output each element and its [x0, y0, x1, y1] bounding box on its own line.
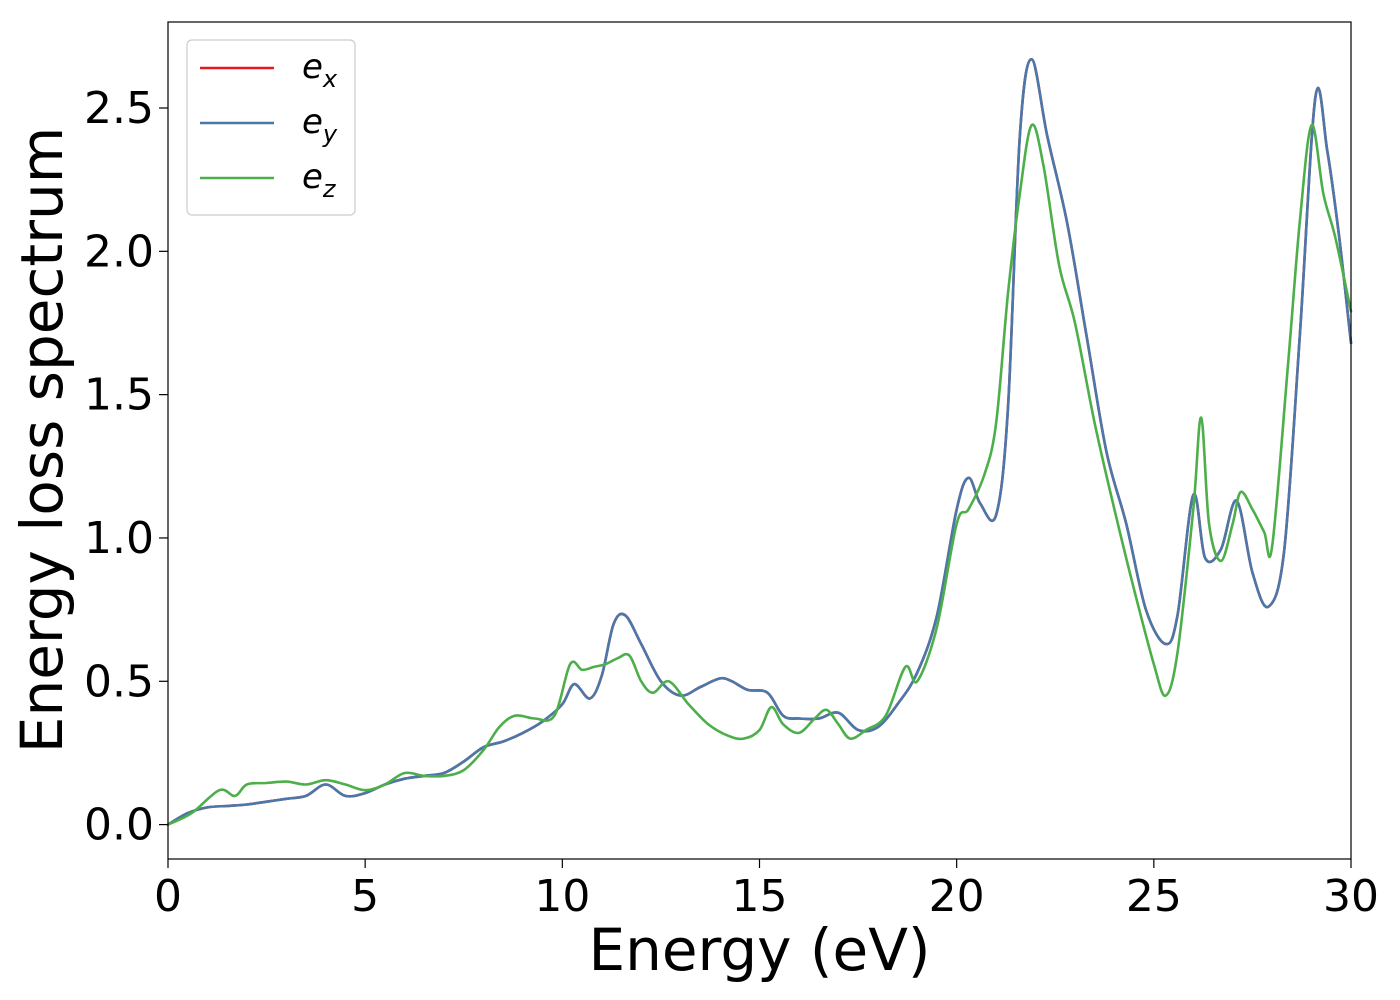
x-axis-title: Energy (eV) [588, 916, 930, 984]
x-tick-label: 20 [929, 871, 985, 922]
plot-area [168, 22, 1351, 859]
y-tick-label: 1.0 [84, 513, 154, 564]
x-axis: 0 5 10 15 20 25 30 [154, 859, 1379, 922]
x-tick-label: 15 [732, 871, 788, 922]
y-axis-title: Energy loss spectrum [8, 127, 76, 753]
series-line-e-y [166, 58, 1353, 826]
y-tick-label: 0.5 [84, 656, 154, 707]
x-tick-label: 25 [1126, 871, 1182, 922]
x-tick-label: 0 [154, 871, 182, 922]
legend-frame [186, 39, 356, 216]
series-line-e-z [166, 123, 1353, 826]
y-tick-label: 1.5 [84, 370, 154, 421]
x-tick-label: 30 [1323, 871, 1379, 922]
x-tick-label: 5 [351, 871, 379, 922]
y-tick-label: 0.0 [84, 800, 154, 851]
y-axis: 0.0 0.5 1.0 1.5 2.0 2.5 [84, 83, 168, 851]
y-tick-label: 2.0 [84, 226, 154, 277]
series-layer [166, 58, 1353, 826]
y-tick-label: 2.5 [84, 83, 154, 134]
x-tick-label: 10 [534, 871, 590, 922]
